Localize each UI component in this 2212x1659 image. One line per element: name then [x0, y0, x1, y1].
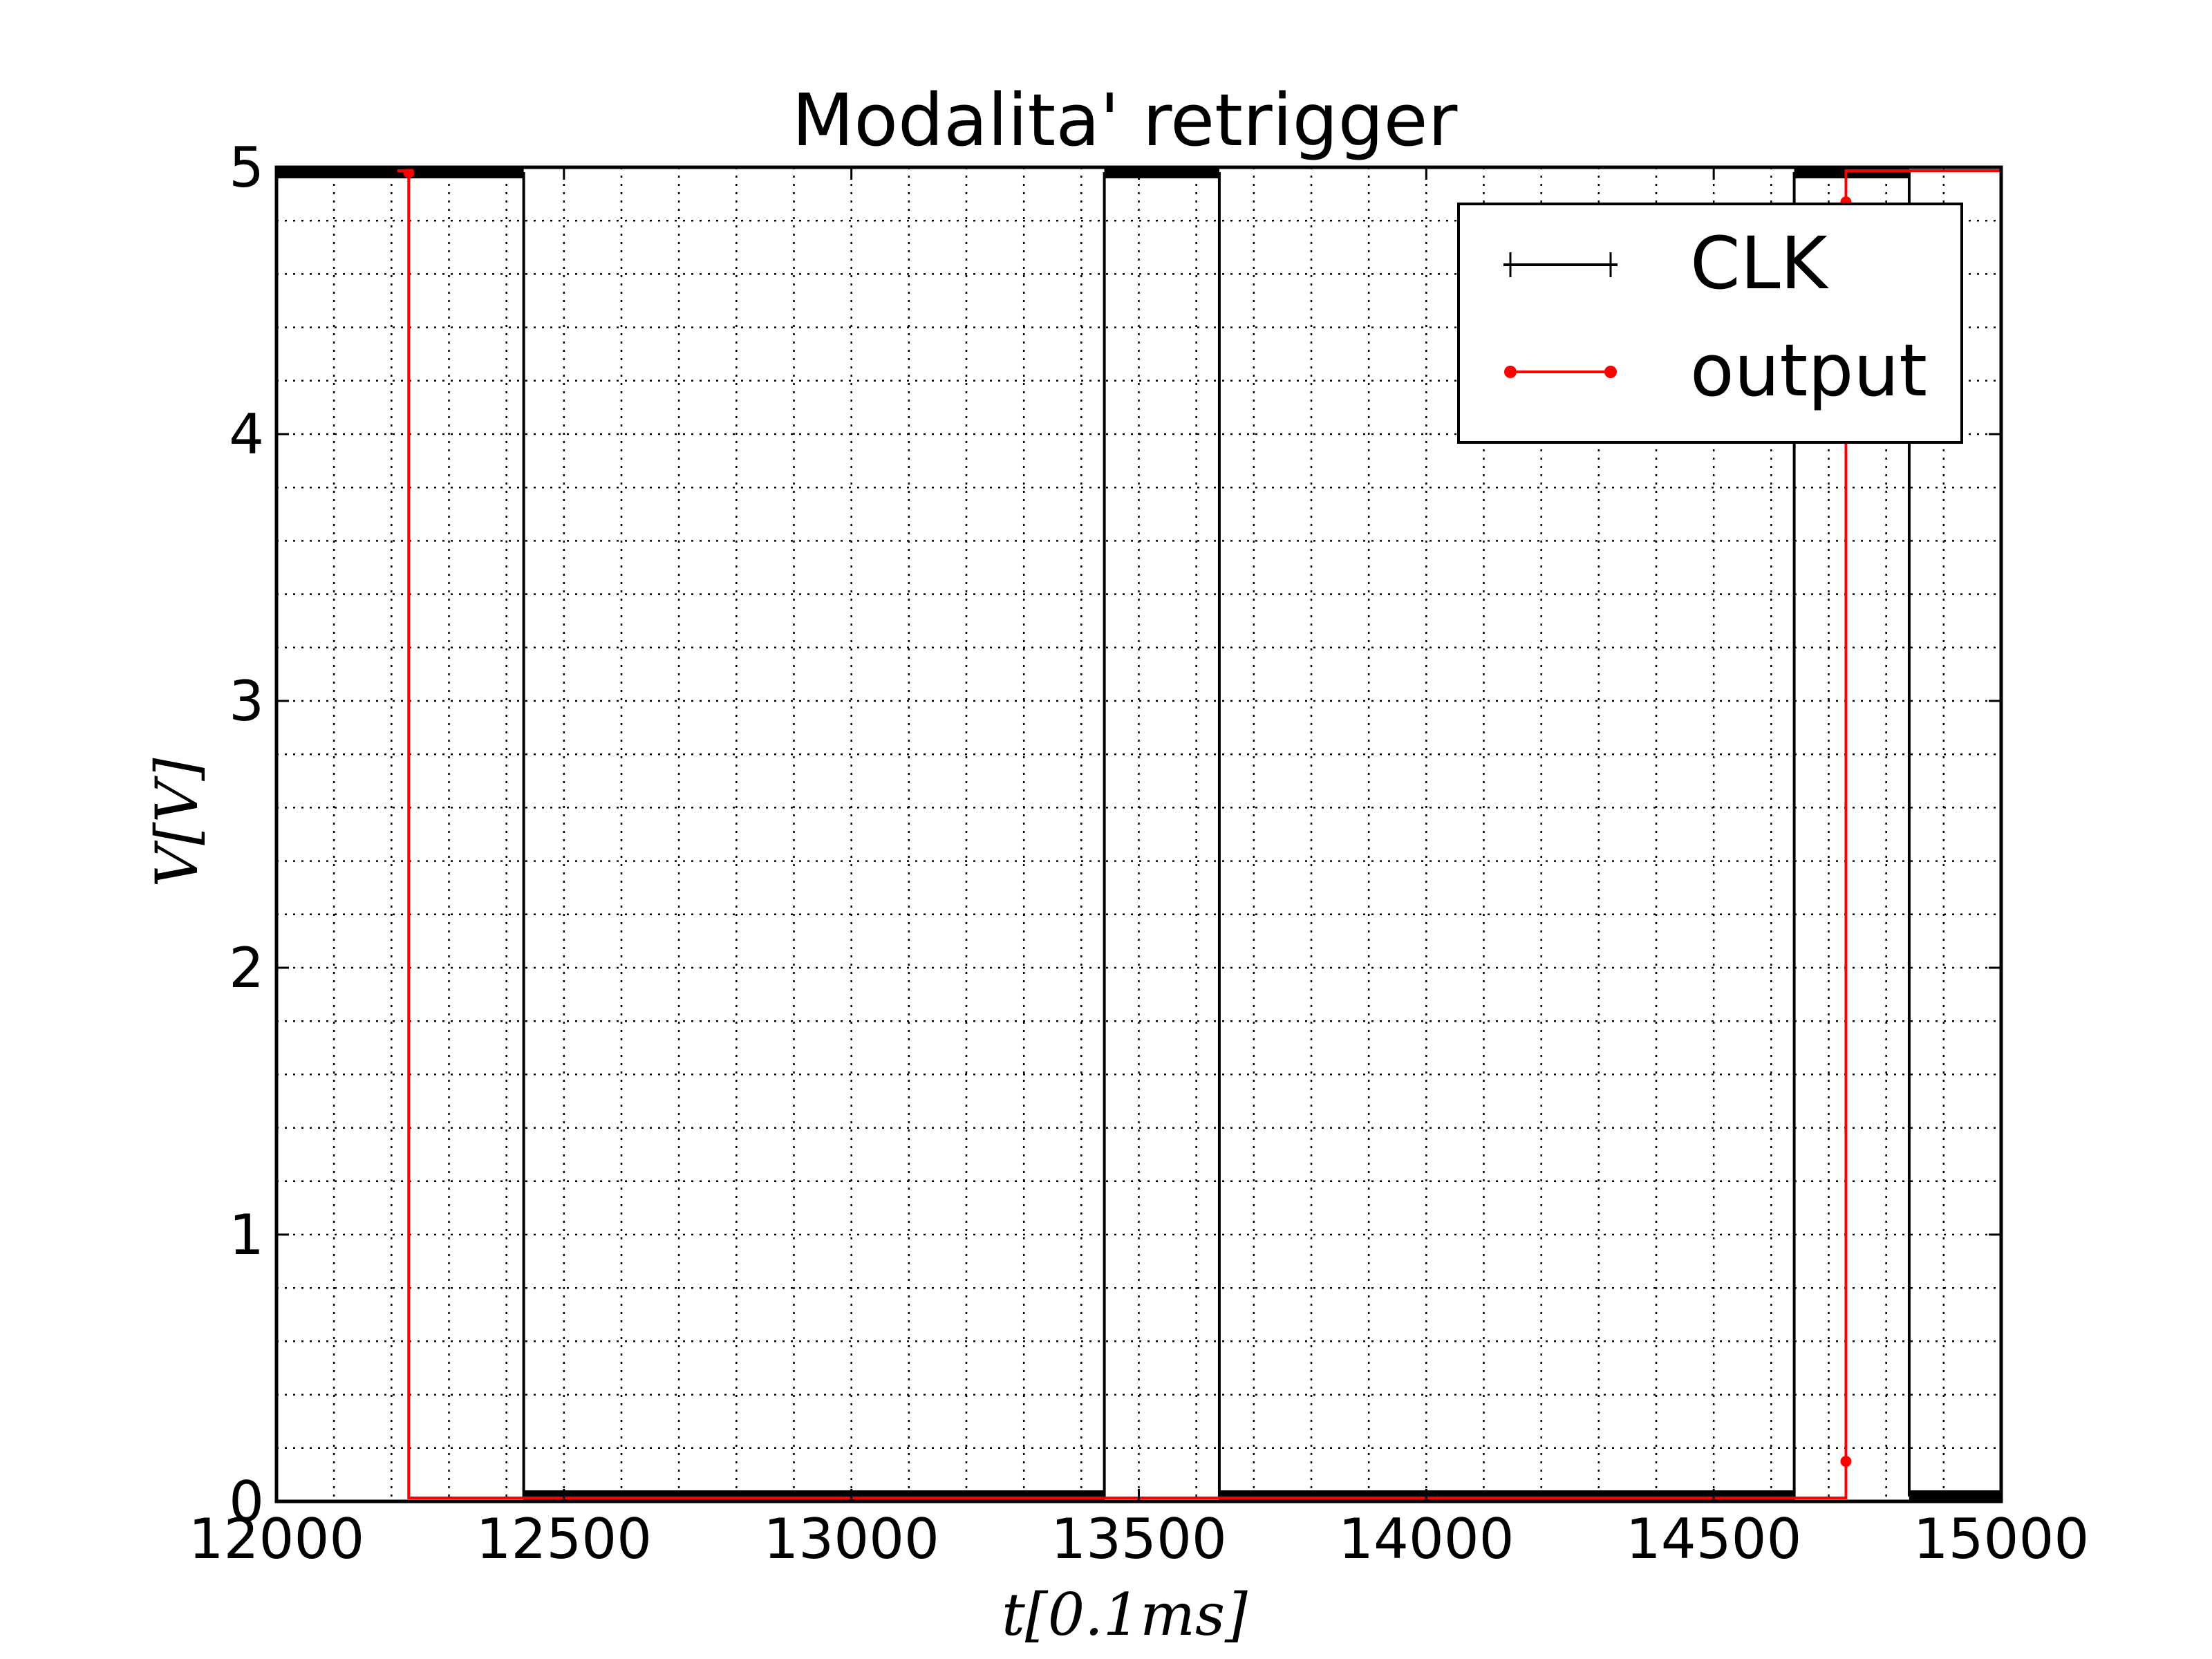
chart-title: Modalita' retrigger — [792, 78, 1458, 162]
axis-ticks: 12000 12500 13000 13500 14000 14500 15000 0 1 2 3 4… — [189, 135, 2090, 1571]
y-tick-label: 3 — [229, 669, 264, 733]
output-marker — [403, 167, 415, 178]
x-tick-label: 13000 — [763, 1507, 939, 1571]
output-marker — [1840, 1456, 1852, 1468]
legend-clk-label: CLK — [1690, 221, 1830, 306]
plot-area — [276, 167, 2001, 1500]
y-tick-label: 0 — [229, 1470, 264, 1534]
x-tick-label: 12500 — [476, 1507, 653, 1571]
legend: CLK output — [1457, 203, 1963, 444]
x-tick-label: 12000 — [189, 1507, 365, 1571]
y-axis-label: V[V] — [143, 758, 211, 887]
x-axis-label: t[0.1ms] — [1002, 1581, 1248, 1649]
grid — [276, 167, 2001, 1501]
legend-output-marker — [1504, 366, 1517, 378]
y-tick-label: 5 — [229, 135, 264, 200]
legend-output-marker — [1604, 366, 1617, 378]
x-tick-label: 14000 — [1338, 1507, 1515, 1571]
y-tick-label: 2 — [229, 936, 264, 1000]
y-tick-label: 1 — [229, 1203, 264, 1267]
x-tick-label: 15000 — [1913, 1507, 2090, 1571]
x-tick-label: 14500 — [1626, 1507, 1802, 1571]
legend-output-label: output — [1690, 328, 1927, 413]
legend-box — [1457, 203, 1963, 444]
y-tick-label: 4 — [229, 402, 264, 467]
x-tick-label: 13500 — [1051, 1507, 1227, 1571]
